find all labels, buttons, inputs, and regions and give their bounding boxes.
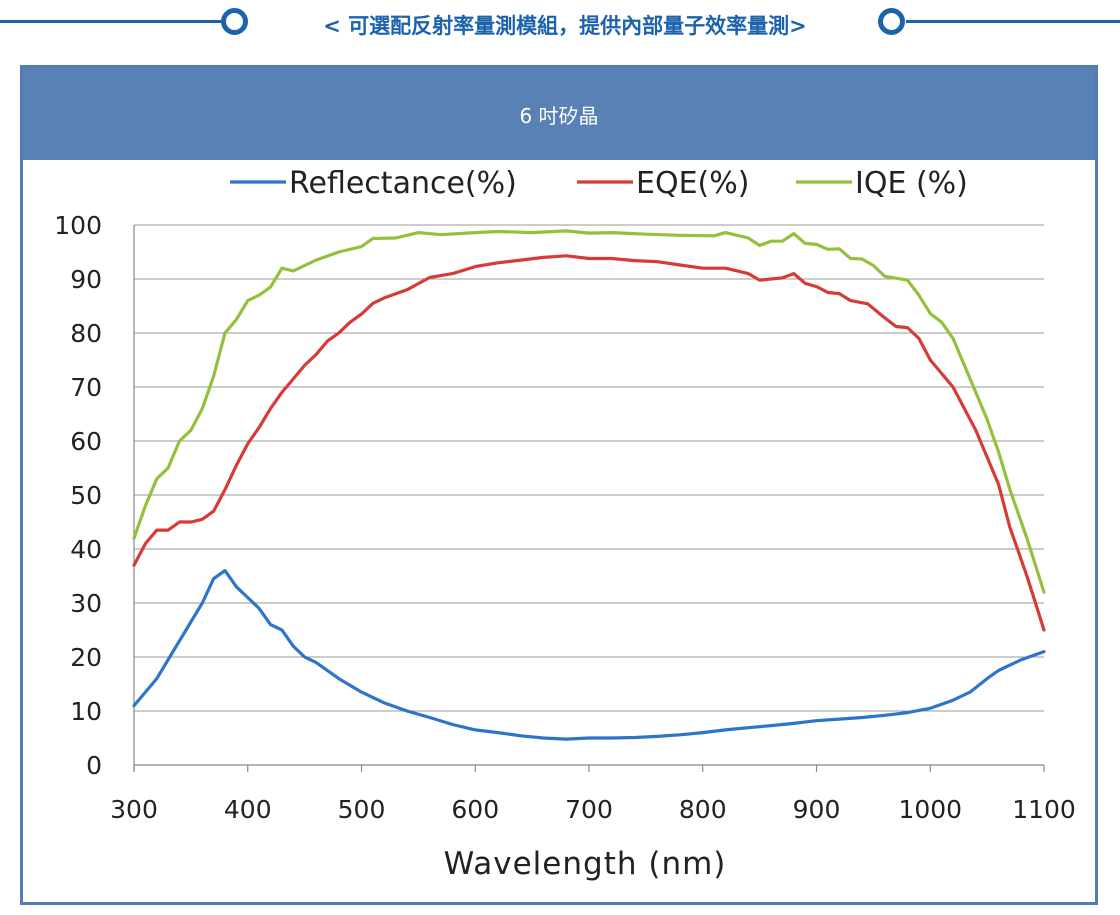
y-tick-label: 60: [70, 427, 102, 456]
section-banner: < 可選配反射率量測模組，提供內部量子效率量測>: [0, 0, 1120, 48]
legend-label: Reflectance(%): [289, 166, 517, 201]
banner-title: < 可選配反射率量測模組，提供內部量子效率量測>: [323, 14, 807, 38]
y-tick-label: 10: [70, 697, 102, 726]
x-tick-label: 1100: [1012, 795, 1076, 824]
legend-label: IQE (%): [855, 166, 968, 201]
x-tick-label: 400: [224, 795, 272, 824]
x-tick-label: 1000: [898, 795, 962, 824]
y-tick-label: 0: [86, 751, 102, 780]
y-tick-label: 30: [70, 589, 102, 618]
circle-icon: [878, 8, 905, 35]
y-tick-label: 20: [70, 643, 102, 672]
x-axis-label: Wavelength (nm): [444, 846, 727, 882]
chart-panel: 6 吋矽晶 0 10 20 30 40 50 60 70 80 90 100 300 400 500 600…: [20, 65, 1098, 905]
panel-header: 6 吋矽晶: [23, 68, 1095, 160]
y-tick-label: 50: [70, 481, 102, 510]
x-tick-label: 900: [793, 795, 841, 824]
x-tick-label: 500: [338, 795, 386, 824]
y-tick-label: 100: [54, 211, 102, 240]
banner-line-right: [906, 20, 1120, 23]
circle-icon: [221, 8, 248, 35]
series-line: [132, 229, 1046, 594]
x-tick-label: 600: [451, 795, 499, 824]
x-tick-label: 800: [679, 795, 727, 824]
series-line: [132, 254, 1046, 632]
y-tick-label: 40: [70, 535, 102, 564]
series-line: [132, 569, 1046, 741]
line-chart: 0 10 20 30 40 50 60 70 80 90 100 300 400 500 600 700 800…: [54, 166, 1076, 882]
y-tick-label: 70: [70, 373, 102, 402]
banner-line-left: [0, 20, 222, 23]
legend-label: EQE(%): [636, 166, 749, 201]
y-tick-label: 90: [70, 265, 102, 294]
x-tick-label: 300: [110, 795, 158, 824]
x-tick-label: 700: [565, 795, 613, 824]
y-tick-label: 80: [70, 319, 102, 348]
